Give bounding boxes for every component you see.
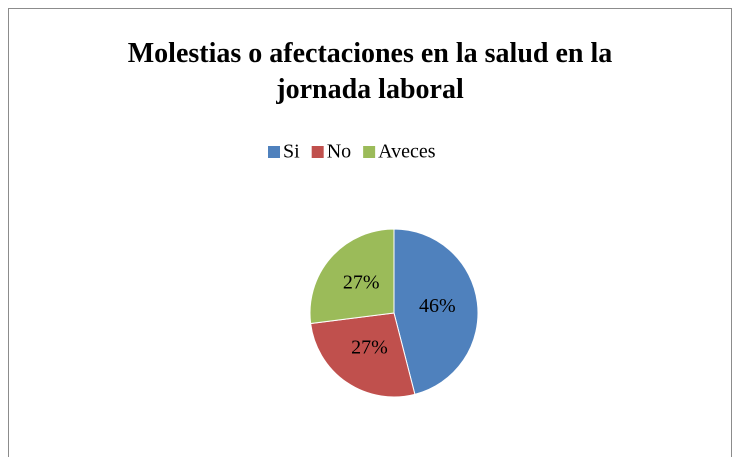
chart-title: Molestias o afectaciones en la salud en … (127, 38, 613, 105)
legend-label: No (327, 141, 351, 163)
legend-label: Si (283, 141, 300, 163)
legend-swatch (311, 146, 324, 158)
data-label: 27% (343, 272, 380, 294)
legend-swatch (363, 146, 376, 158)
frame (8, 8, 732, 457)
data-label: 27% (351, 337, 388, 359)
legend-label: Aveces (378, 141, 436, 163)
data-label: 46% (419, 295, 456, 317)
legend-swatch (268, 146, 280, 158)
pie-slice (309, 228, 395, 325)
pie-slice (393, 228, 479, 395)
pie-slice (310, 312, 416, 398)
